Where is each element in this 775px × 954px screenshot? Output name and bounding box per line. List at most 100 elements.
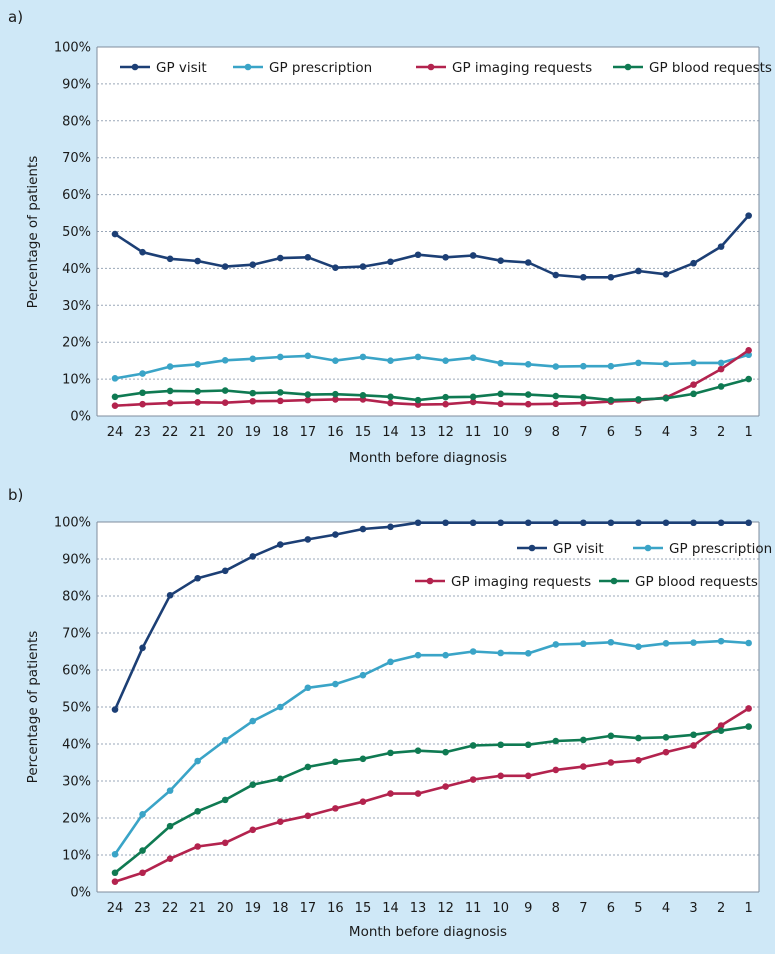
legend-label: GP prescription (269, 60, 372, 76)
data-point (717, 359, 725, 367)
data-point (469, 354, 477, 361)
data-point (524, 361, 532, 368)
data-point (304, 254, 312, 261)
data-point (194, 387, 201, 395)
x-tick-label: 12 (437, 425, 454, 440)
data-point (524, 400, 532, 408)
data-point (442, 357, 449, 364)
x-tick-label: 4 (662, 425, 670, 440)
data-point (635, 643, 642, 650)
data-point (717, 243, 725, 250)
data-point (552, 737, 560, 745)
data-point (194, 257, 201, 265)
y-tick-label: 40% (62, 262, 91, 277)
data-point (414, 790, 422, 797)
x-tick-label: 5 (634, 425, 642, 440)
y-tick-label: 30% (62, 299, 91, 314)
series (111, 637, 752, 858)
data-point (662, 640, 670, 647)
y-tick-label: 40% (62, 738, 91, 753)
data-point (690, 519, 697, 527)
data-point (111, 375, 119, 382)
x-tick-label: 13 (410, 425, 427, 440)
data-point (332, 758, 339, 766)
data-point (607, 732, 615, 740)
panel-b: b) 0%10%20%30%40%50%60%70%80%90%100% 24 2… (8, 486, 772, 940)
x-tick-label: 9 (524, 901, 532, 916)
data-point (249, 781, 257, 788)
x-tick-label: 11 (465, 901, 482, 916)
x-tick-label: 17 (300, 425, 317, 440)
data-point (717, 519, 725, 527)
y-tick-labels: 0% 10% 20% 30% 40% 50% 60% 70% 80% 90% 100% (54, 41, 91, 425)
data-point (194, 574, 201, 582)
data-point (277, 818, 284, 825)
data-point (387, 658, 394, 666)
data-point (304, 812, 312, 820)
data-point (249, 389, 257, 397)
series-line (113, 377, 750, 402)
data-point (194, 808, 201, 815)
data-point (359, 353, 367, 361)
data-point (580, 393, 587, 401)
data-point (745, 723, 752, 730)
data-point (304, 536, 312, 543)
data-point (552, 766, 560, 774)
data-point (414, 251, 422, 259)
data-point (277, 397, 284, 405)
y-tick-label: 100% (54, 516, 91, 531)
x-tick-label: 5 (634, 901, 642, 916)
data-point (414, 651, 422, 659)
y-tick-label: 100% (54, 41, 91, 56)
y-tick-label: 0% (70, 886, 91, 901)
data-point (139, 847, 146, 854)
data-point (194, 843, 201, 850)
data-point (524, 772, 532, 780)
data-point (387, 393, 394, 401)
x-tick-label: 6 (607, 425, 615, 440)
data-point (497, 400, 505, 408)
data-point (497, 257, 505, 264)
series-line (113, 725, 750, 875)
data-point (580, 640, 587, 648)
data-point (635, 267, 642, 275)
data-point (690, 639, 697, 646)
data-point (497, 359, 505, 367)
x-tick-label: 23 (134, 425, 151, 440)
data-point (442, 254, 449, 261)
x-tick-label: 15 (355, 425, 372, 440)
y-tick-label: 80% (62, 590, 91, 605)
legend-swatch-marker (644, 544, 652, 552)
series (111, 723, 752, 877)
x-tick-label: 18 (272, 425, 289, 440)
data-point (387, 790, 394, 797)
data-point (524, 391, 532, 398)
data-point (497, 741, 505, 749)
x-tick-label: 23 (134, 901, 151, 916)
x-axis-title: Month before diagnosis (349, 450, 507, 466)
y-tick-label: 30% (62, 775, 91, 790)
x-tick-label: 19 (244, 901, 261, 916)
data-point (111, 393, 119, 401)
data-point (249, 826, 257, 834)
x-tick-label: 8 (552, 425, 560, 440)
data-point (497, 519, 505, 527)
x-tick-labels: 24 23 22 21 20 19 18 17 16 15 14 13 12 11 10 9 8 7 6 5 4 3 2 1 (107, 425, 753, 440)
data-point (387, 258, 394, 266)
data-point (387, 357, 394, 364)
data-point (111, 878, 119, 885)
data-point (139, 400, 146, 408)
series (111, 351, 752, 382)
x-tick-label: 21 (189, 901, 206, 916)
data-point (277, 541, 284, 548)
data-point (194, 757, 201, 765)
legend-swatch-marker (131, 63, 139, 71)
y-tick-label: 90% (62, 553, 91, 568)
series-line (113, 521, 750, 711)
x-tick-label: 14 (382, 425, 399, 440)
legend-item: GP prescription (233, 60, 372, 76)
y-tick-label: 60% (62, 664, 91, 679)
legend-swatch-marker (610, 577, 618, 585)
data-point (166, 787, 174, 794)
x-tick-label: 7 (579, 425, 587, 440)
